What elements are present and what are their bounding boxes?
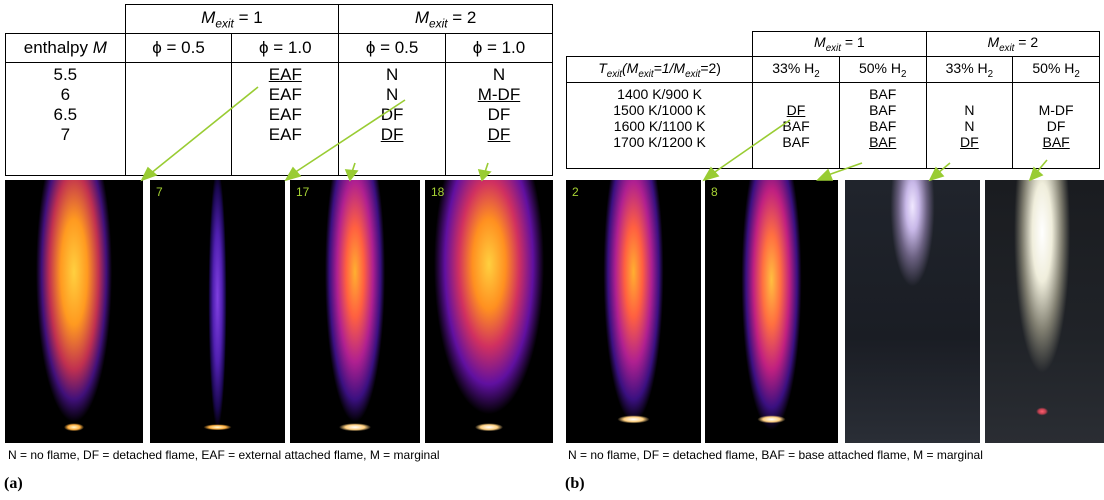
h2-col-1: 33% H2	[752, 56, 840, 83]
cell-value: DF	[380, 105, 404, 124]
cell-value: EAF	[268, 85, 302, 104]
arrow-head	[928, 166, 945, 182]
cell-value: DF	[487, 125, 511, 144]
row-label-texit: Texit(Mexit=1/Mexit=2)	[565, 56, 754, 83]
cell-value: N	[385, 85, 399, 104]
flame-image-a3: 17	[290, 180, 420, 443]
temp-value: 1400 K/900 K	[617, 86, 703, 102]
cell-value: BAF	[869, 102, 897, 118]
flame-photo-b4	[985, 180, 1104, 443]
arrow-head	[1028, 166, 1044, 182]
phi-col-2: ϕ = 1.0	[231, 33, 340, 63]
cell-value: DF	[1046, 118, 1066, 134]
table-b: Mexit = 1 Mexit = 2 Texit(Mexit=1/Mexit=…	[565, 31, 1101, 169]
enthalpy-value: 6.5	[53, 105, 78, 124]
col-3-values: N N DF DF	[338, 62, 446, 176]
cell-value: N	[964, 118, 975, 134]
flame-image-b2: 8	[705, 180, 838, 443]
cell-value: DF	[960, 134, 979, 150]
cell-value: BAF	[869, 86, 897, 102]
h2-col-3: 33% H2	[925, 56, 1014, 83]
cell-value: N	[964, 102, 975, 118]
cell-value: EAF	[268, 105, 302, 124]
arrow-head	[816, 168, 834, 181]
cell-value: N	[492, 65, 506, 84]
figure-label-b: (b)	[565, 475, 585, 492]
col-4-values: M-DF DF BAF	[1012, 82, 1100, 169]
h2-col-4: 50% H2	[1012, 56, 1100, 83]
phi-col-3: ϕ = 0.5	[338, 33, 446, 63]
corner-empty	[6, 5, 126, 34]
enthalpy-values: 5.5 6 6.5 7	[5, 62, 126, 176]
temp-value: 1500 K/1000 K	[613, 102, 706, 118]
panel-number: 18	[431, 185, 445, 199]
enthalpy-value: 5.5	[53, 65, 78, 84]
header-mexit-1: Mexit = 1	[752, 31, 927, 57]
h2-col-2: 50% H2	[838, 56, 927, 83]
flame-image-a4: 18	[425, 180, 553, 443]
row-label-enthalpy: enthalpy M	[5, 33, 126, 63]
cell-value: BAF	[782, 118, 810, 134]
cell-value: EAF	[268, 125, 302, 144]
flame-image-a1	[5, 180, 143, 443]
temp-value: 1700 K/1200 K	[613, 134, 706, 150]
panel-number: 8	[711, 185, 718, 199]
header-mexit-1: Mexit = 1	[124, 4, 340, 34]
cell-value: DF	[786, 102, 806, 118]
legend-caption-a: N = no flame, DF = detached flame, EAF =…	[8, 448, 440, 462]
cell-value: BAF	[869, 134, 897, 150]
col-3-values: N N DF	[925, 82, 1014, 169]
cell-value: BAF	[869, 118, 897, 134]
temp-values: 1400 K/900 K 1500 K/1000 K 1600 K/1100 K…	[565, 82, 754, 169]
cell-value: BAF	[782, 134, 810, 150]
phi-col-1: ϕ = 0.5	[124, 33, 233, 63]
legend-caption-b: N = no flame, DF = detached flame, BAF =…	[568, 448, 983, 462]
enthalpy-value: 6	[60, 85, 71, 104]
col-4-values: N M-DF DF DF	[444, 62, 554, 176]
cell-value: N	[385, 65, 399, 84]
flame-image-b1: 2	[566, 180, 701, 443]
table-a: Mexit = 1 Mexit = 2 enthalpy M ϕ = 0.5 ϕ…	[5, 4, 554, 176]
enthalpy-value: 7	[60, 125, 71, 144]
cell-value: BAF	[1042, 134, 1070, 150]
col-1-values: DF BAF BAF	[752, 82, 840, 169]
corner-empty	[567, 32, 753, 57]
col-2-values: BAF BAF BAF BAF	[838, 82, 927, 169]
header-mexit-2: Mexit = 2	[338, 4, 553, 34]
flame-photo-b3	[845, 180, 980, 443]
panel-number: 7	[156, 185, 163, 199]
cell-value: DF	[380, 125, 404, 144]
cell-value: M-DF	[477, 85, 521, 104]
cell-value: M-DF	[1038, 102, 1074, 118]
figure-label-a: (a)	[4, 475, 23, 492]
col-2-values: EAF EAF EAF EAF	[231, 62, 340, 176]
arrow-head	[702, 166, 720, 182]
phi-col-4: ϕ = 1.0	[444, 33, 554, 63]
panel-number: 17	[296, 185, 310, 199]
temp-value: 1600 K/1100 K	[613, 118, 706, 134]
flame-image-a2: 7	[150, 180, 285, 443]
cell-value: EAF	[268, 65, 302, 84]
cell-value: DF	[487, 105, 511, 124]
col-1-values	[124, 62, 233, 176]
header-mexit-2: Mexit = 2	[925, 31, 1101, 57]
panel-number: 2	[572, 185, 579, 199]
